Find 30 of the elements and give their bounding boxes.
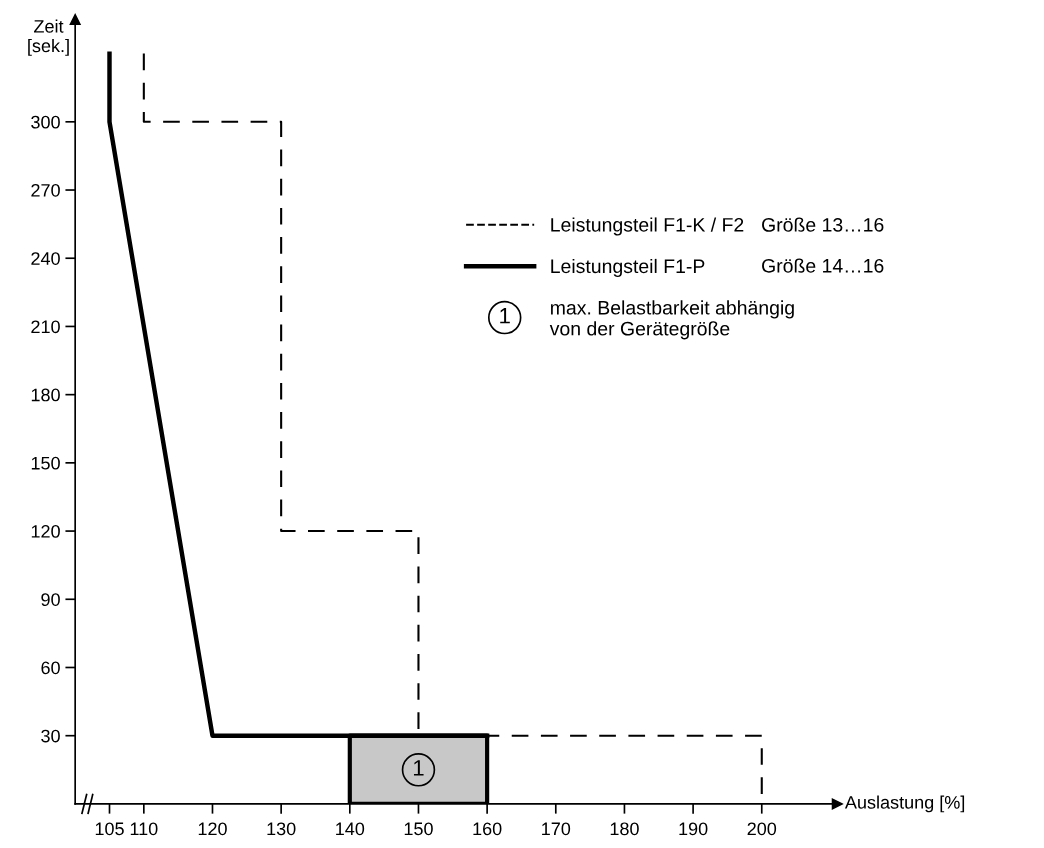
y-tick-label: 180 [31,388,60,402]
y-tick-label: 120 [31,525,60,538]
annotation: 1 [413,760,424,776]
legend-label: Leistungsteil F1-K / F2 [551,217,744,236]
x-tick-label: 180 [610,822,639,836]
x-tick-label: 105 [95,822,124,836]
x-tick-label: 120 [198,822,227,836]
x-tick-label: 190 [679,822,708,836]
y-tick-label: 210 [31,320,60,334]
x-tick-label: 150 [404,822,433,836]
x-tick-label: 200 [747,822,777,836]
y-tick-label: 240 [31,252,60,265]
x-tick-label: 160 [473,822,502,836]
x-tick-label: 140 [336,822,365,836]
x-tick-label: 130 [267,822,296,836]
y-tick-label: 270 [31,183,60,197]
y-tick-label: 60 [41,661,60,675]
text: 1 [500,308,510,324]
x-axis-title: Auslastung [%] [844,795,965,813]
y-tick-label: 30 [41,729,60,743]
annotation: max. Belastbarkeit abhängig von der Gerätegröße [549,300,794,340]
y-tick-label: 150 [31,456,60,470]
annotation: Größe 14…16 [762,258,884,273]
legend-label: Leistungsteil F1-P [551,258,705,277]
y-tick-label: 300 [31,115,60,129]
y-axis-title: Zeit [sek.] [28,19,69,56]
y-tick-label: 90 [41,593,60,606]
annotation: Größe 13…16 [762,217,884,232]
x-tick-label: 170 [542,822,571,836]
x-tick-label: 110 [130,822,158,836]
